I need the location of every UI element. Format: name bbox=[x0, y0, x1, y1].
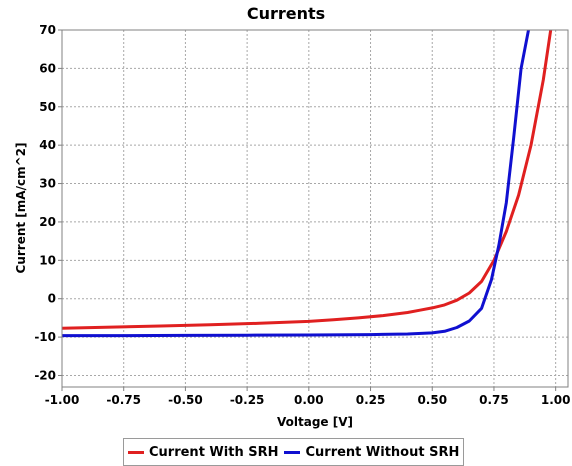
legend-item-with-srh: Current With SRH bbox=[128, 445, 278, 460]
y-axis-label: Current [mA/cm^2] bbox=[14, 143, 28, 274]
y-tick-label: 70 bbox=[39, 23, 56, 37]
y-tick-label: 20 bbox=[39, 215, 56, 229]
legend-label-with-srh: Current With SRH bbox=[149, 444, 279, 460]
x-tick-label: 0.00 bbox=[294, 393, 324, 407]
legend-swatch-without-srh bbox=[284, 450, 301, 454]
legend-label-without-srh: Current Without SRH bbox=[305, 444, 460, 460]
series-line-with-srh bbox=[62, 30, 553, 330]
y-tick-label: -20 bbox=[34, 368, 56, 382]
y-axis: -20 -10 0 10 20 30 40 50 60 70 bbox=[34, 23, 62, 382]
y-tick-label: -10 bbox=[34, 330, 56, 344]
x-tick-label: -1.00 bbox=[45, 393, 80, 407]
chart-title: Currents bbox=[247, 4, 325, 23]
y-tick-label: 50 bbox=[39, 100, 56, 114]
x-tick-label: -0.25 bbox=[230, 393, 265, 407]
y-tick-label: 30 bbox=[39, 177, 56, 191]
x-tick-label: -0.75 bbox=[106, 393, 141, 407]
legend: Current With SRH Current Without SRH bbox=[123, 438, 465, 466]
x-tick-label: 0.25 bbox=[356, 393, 386, 407]
y-tick-label: 10 bbox=[39, 253, 56, 267]
legend-item-without-srh: Current Without SRH bbox=[284, 445, 459, 460]
x-tick-label: 0.50 bbox=[417, 393, 447, 407]
plot-border bbox=[61, 29, 569, 388]
chart: Currents -20 -10 0 10 20 30 40 50 60 70 -1.00 -0.7… bbox=[14, 4, 571, 429]
x-tick-label: -0.50 bbox=[168, 393, 203, 407]
x-tick-label: 0.75 bbox=[479, 393, 509, 407]
plot-area bbox=[62, 30, 568, 387]
x-axis-label: Voltage [V] bbox=[277, 415, 353, 429]
y-tick-label: 40 bbox=[39, 138, 56, 152]
y-tick-label: 0 bbox=[48, 292, 56, 306]
series-layer bbox=[62, 30, 553, 338]
series-line-without-srh bbox=[62, 30, 530, 338]
legend-swatch-with-srh bbox=[128, 450, 144, 454]
x-tick-label: 1.00 bbox=[541, 393, 571, 407]
x-axis: -1.00 -0.75 -0.50 -0.25 0.00 0.25 0.50 0.75 1.00 bbox=[45, 387, 571, 407]
y-tick-label: 60 bbox=[39, 61, 56, 75]
